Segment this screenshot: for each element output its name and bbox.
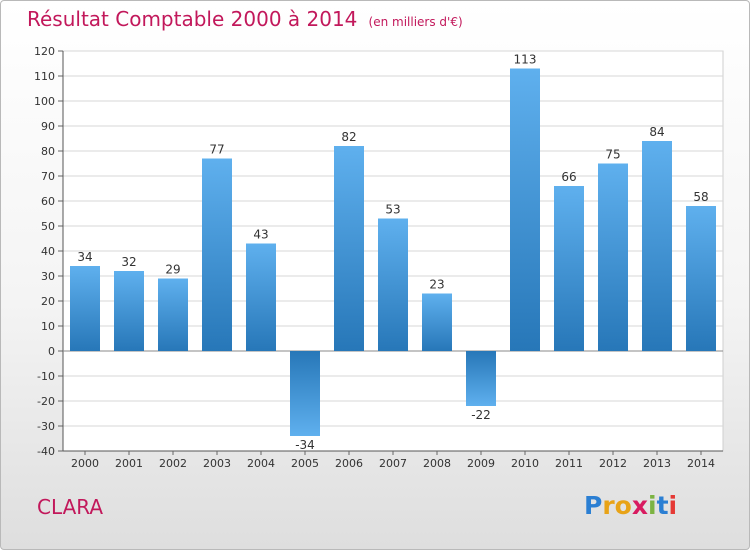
data-label-2012: 75 bbox=[605, 148, 620, 162]
data-label-2009: -22 bbox=[471, 408, 491, 422]
logo-letter: P bbox=[584, 491, 603, 520]
data-label-2010: 113 bbox=[514, 53, 537, 67]
y-tick-label: -30 bbox=[37, 420, 55, 433]
bar-2005 bbox=[290, 351, 320, 436]
data-label-2002: 29 bbox=[165, 263, 180, 277]
data-label-2004: 43 bbox=[253, 228, 268, 242]
x-tick-label-2013: 2013 bbox=[643, 457, 671, 470]
y-tick-label: 30 bbox=[41, 270, 55, 283]
bar-2010 bbox=[510, 68, 540, 351]
y-tick-label: -40 bbox=[37, 445, 55, 458]
data-label-2011: 66 bbox=[561, 170, 576, 184]
bar-2014 bbox=[686, 206, 716, 351]
x-tick-label-2000: 2000 bbox=[71, 457, 99, 470]
x-tick-label-2008: 2008 bbox=[423, 457, 451, 470]
data-label-2005: -34 bbox=[295, 438, 315, 452]
logo-letter: r bbox=[602, 491, 615, 520]
y-tick-label: 20 bbox=[41, 295, 55, 308]
y-tick-label: 50 bbox=[41, 220, 55, 233]
y-tick-label: 0 bbox=[48, 345, 55, 358]
bar-2006 bbox=[334, 146, 364, 351]
data-label-2007: 53 bbox=[385, 203, 400, 217]
bar-2003 bbox=[202, 158, 232, 351]
logo-letter: o bbox=[614, 491, 632, 520]
logo-letter: i bbox=[648, 491, 657, 520]
logo-letter: t bbox=[656, 491, 669, 520]
y-tick-label: 70 bbox=[41, 170, 55, 183]
y-tick-label: 100 bbox=[34, 95, 55, 108]
data-label-2008: 23 bbox=[429, 278, 444, 292]
data-label-2006: 82 bbox=[341, 130, 356, 144]
title-main: Résultat Comptable 2000 à 2014 bbox=[27, 7, 358, 31]
bar-2007 bbox=[378, 218, 408, 351]
bar-2012 bbox=[598, 163, 628, 351]
y-tick-label: 10 bbox=[41, 320, 55, 333]
x-tick-label-2011: 2011 bbox=[555, 457, 583, 470]
x-tick-label-2012: 2012 bbox=[599, 457, 627, 470]
y-tick-label: -10 bbox=[37, 370, 55, 383]
y-tick-label: 40 bbox=[41, 245, 55, 258]
commune-name: CLARA bbox=[37, 495, 104, 519]
chart-title: Résultat Comptable 2000 à 2014 (en milli… bbox=[27, 7, 463, 31]
bar-2009 bbox=[466, 351, 496, 406]
x-tick-label-2014: 2014 bbox=[687, 457, 715, 470]
x-tick-label-2006: 2006 bbox=[335, 457, 363, 470]
bar-2002 bbox=[158, 278, 188, 351]
x-tick-label-2004: 2004 bbox=[247, 457, 275, 470]
bar-2011 bbox=[554, 186, 584, 351]
proxiti-logo: Proxiti bbox=[584, 491, 677, 520]
data-label-2014: 58 bbox=[693, 190, 708, 204]
data-label-2001: 32 bbox=[121, 255, 136, 269]
bar-2000 bbox=[70, 266, 100, 351]
x-tick-label-2005: 2005 bbox=[291, 457, 319, 470]
y-tick-label: 110 bbox=[34, 70, 55, 83]
x-tick-label-2001: 2001 bbox=[115, 457, 143, 470]
data-label-2013: 84 bbox=[649, 125, 664, 139]
x-tick-label-2009: 2009 bbox=[467, 457, 495, 470]
x-tick-label-2007: 2007 bbox=[379, 457, 407, 470]
y-tick-label: 120 bbox=[34, 45, 55, 58]
x-tick-label-2002: 2002 bbox=[159, 457, 187, 470]
bar-2004 bbox=[246, 243, 276, 351]
logo-letter: x bbox=[631, 491, 648, 520]
x-tick-label-2003: 2003 bbox=[203, 457, 231, 470]
data-label-2000: 34 bbox=[77, 250, 92, 264]
data-label-2003: 77 bbox=[209, 143, 224, 157]
x-tick-label-2010: 2010 bbox=[511, 457, 539, 470]
logo-letter: i bbox=[668, 491, 678, 520]
y-tick-label: 80 bbox=[41, 145, 55, 158]
title-subtitle: (en milliers d'€) bbox=[368, 15, 463, 29]
bar-2001 bbox=[114, 271, 144, 351]
y-tick-label: -20 bbox=[37, 395, 55, 408]
y-tick-label: 60 bbox=[41, 195, 55, 208]
bar-2008 bbox=[422, 293, 452, 351]
bar-2013 bbox=[642, 141, 672, 351]
y-tick-label: 90 bbox=[41, 120, 55, 133]
